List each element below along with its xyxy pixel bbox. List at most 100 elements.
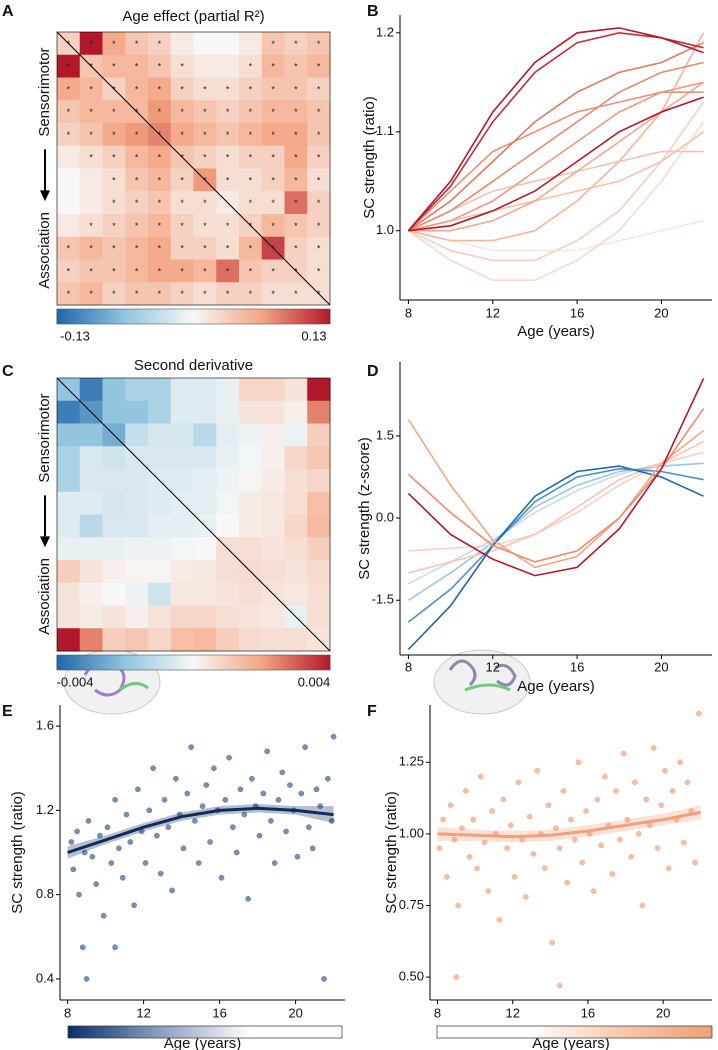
significance-marker: * (158, 244, 162, 254)
heatmap-cell (193, 259, 217, 283)
data-point (173, 775, 179, 782)
heatmap-cell (102, 259, 126, 283)
heatmap-cell (102, 191, 126, 215)
data-point (624, 816, 631, 823)
group-label: Association (36, 558, 53, 635)
significance-marker: * (203, 84, 207, 94)
data-point (108, 860, 115, 866)
heatmap-cell (170, 282, 194, 306)
data-point (157, 870, 164, 877)
heatmap-cell (193, 582, 217, 606)
significance-marker: * (203, 221, 207, 231)
heatmap-cell (307, 236, 331, 260)
data-point (459, 825, 465, 832)
heatmap-cell (79, 282, 103, 306)
heatmap-cell (170, 214, 194, 238)
heatmap-cell (57, 423, 81, 447)
heatmap-cell (125, 168, 149, 192)
data-point (594, 796, 601, 803)
significance-marker: * (112, 107, 116, 117)
heatmap-cell (57, 582, 81, 606)
heatmap-cell (216, 259, 240, 283)
significance-marker: * (226, 130, 230, 140)
heatmap-frame (56, 377, 331, 652)
x-tick-label: 20 (288, 1005, 302, 1020)
significance-marker: * (135, 244, 139, 254)
significance-marker: * (226, 289, 230, 299)
series-line (408, 440, 704, 574)
heatmap-cell (57, 400, 81, 424)
significance-marker: * (112, 153, 116, 163)
significance-marker: * (135, 62, 139, 72)
heatmap-cell (239, 582, 263, 606)
heatmap-cell (261, 514, 285, 538)
heatmap-cell (193, 54, 217, 78)
heatmap-cell (79, 469, 103, 493)
heatmap-cell (284, 191, 308, 215)
significance-marker: * (249, 153, 253, 163)
panel: E 0.4 0.8 1.2 1.6 8 12 16 20 Age (years) SC streng… (2, 703, 345, 1050)
heatmap-cell (216, 378, 240, 402)
heatmap-cell (170, 605, 194, 629)
heatmap-cell (239, 100, 263, 124)
heatmap-cell (148, 145, 172, 169)
data-point (287, 782, 293, 788)
heatmap-cell (148, 537, 172, 561)
heatmap-cell (216, 605, 240, 629)
data-point (127, 839, 134, 845)
significance-marker: * (317, 266, 321, 276)
significance-marker: * (249, 175, 253, 185)
significance-marker: * (135, 198, 139, 208)
x-tick-label: 8 (434, 1005, 441, 1020)
data-point (481, 839, 488, 846)
significance-marker: * (226, 84, 230, 94)
significance-marker: * (271, 221, 275, 231)
heatmap-cell (79, 236, 103, 260)
significance-marker: * (294, 39, 298, 49)
x-axis-label: Age (years) (517, 323, 595, 340)
data-point (330, 733, 337, 740)
significance-marker: * (112, 175, 116, 185)
heatmap-cell (216, 168, 240, 192)
heatmap-cell (102, 282, 126, 306)
heatmap-cell (261, 537, 285, 561)
data-point (526, 813, 533, 820)
group-label: Sensorimotor (36, 393, 53, 482)
heatmap-cell (148, 582, 172, 606)
significance-marker: * (249, 130, 253, 140)
significance-marker: * (180, 175, 184, 185)
heatmap-cell (239, 191, 263, 215)
heatmap-cell (57, 214, 81, 238)
data-point (226, 754, 232, 761)
heatmap-cell (79, 582, 103, 606)
heatmap-cell (57, 537, 81, 561)
heatmap-cell (307, 605, 331, 629)
significance-marker: * (67, 289, 71, 299)
data-point (112, 944, 118, 951)
significance-marker: * (317, 244, 321, 254)
data-point (222, 796, 229, 803)
heatmap-cell (307, 491, 331, 515)
heatmap-cell (125, 77, 149, 101)
data-point (188, 744, 194, 750)
heatmap-cell (170, 259, 194, 283)
data-point (74, 828, 80, 835)
heatmap-cell (102, 168, 126, 192)
data-point (545, 802, 552, 809)
significance-marker: * (226, 221, 230, 231)
panel-letter: A (2, 3, 14, 20)
heatmap-cell (148, 446, 172, 470)
colorbar (67, 1025, 343, 1039)
data-point (643, 796, 650, 803)
significance-marker: * (89, 39, 93, 49)
heatmap-cell (148, 32, 172, 56)
heatmap-cell (216, 582, 240, 606)
data-point (294, 853, 301, 860)
data-point (85, 818, 92, 824)
significance-marker: * (135, 84, 139, 94)
significance-marker: * (135, 221, 139, 231)
significance-marker: * (158, 175, 162, 185)
significance-marker: * (226, 244, 230, 254)
data-point (617, 836, 623, 843)
data-point (575, 759, 582, 766)
